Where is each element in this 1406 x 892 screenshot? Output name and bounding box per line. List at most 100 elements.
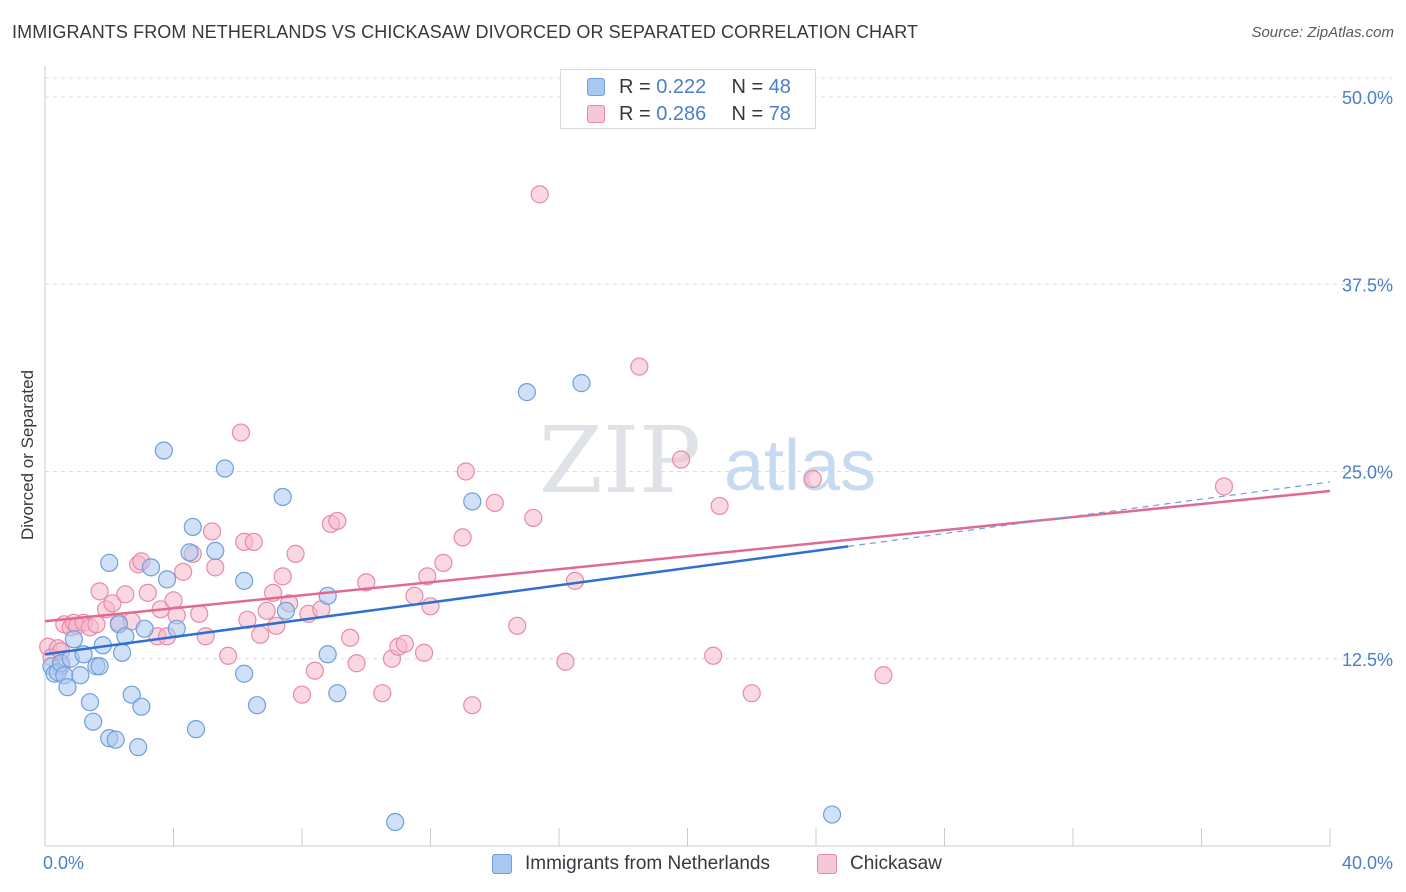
chickasaw-point <box>434 553 453 572</box>
netherlands-point <box>328 684 347 703</box>
netherlands-point <box>206 541 225 560</box>
chickasaw-point <box>524 508 543 528</box>
netherlands-trendline <box>44 545 849 656</box>
netherlands-point <box>318 645 337 664</box>
chickasaw-point <box>231 423 251 442</box>
netherlands-point <box>463 492 482 511</box>
netherlands-point <box>183 517 202 537</box>
chickasaw-point <box>395 634 414 653</box>
axes <box>44 66 1331 847</box>
netherlands-point <box>276 601 296 620</box>
chickasaw-point <box>414 643 434 662</box>
netherlands-trendline-extension <box>848 481 1331 547</box>
watermark-atlas: atlas <box>724 426 876 506</box>
netherlands-point <box>235 664 254 683</box>
chickasaw-point <box>1214 477 1234 496</box>
chickasaw-point <box>630 357 649 376</box>
netherlands-points <box>42 374 842 832</box>
chickasaw-point <box>530 185 549 204</box>
chickasaw-point <box>244 532 263 552</box>
legend-r-label: R = <box>619 103 657 125</box>
y-tick-label: 37.5% <box>1342 275 1393 295</box>
chickasaw-point <box>87 615 106 634</box>
trendlines <box>44 481 1331 656</box>
netherlands-point <box>64 630 84 649</box>
legend-n-label: N = <box>731 103 769 125</box>
netherlands-point <box>822 805 842 824</box>
bottom-legend-label: Chickasaw <box>850 853 942 874</box>
netherlands-point <box>318 586 337 605</box>
netherlands-point <box>180 543 199 562</box>
gridlines <box>45 77 1392 660</box>
netherlands-point <box>80 693 100 712</box>
chickasaw-point <box>251 625 270 644</box>
chickasaw-point <box>671 450 691 469</box>
chickasaw-point <box>273 567 292 586</box>
chickasaw-point <box>710 496 729 516</box>
chickasaw-point <box>874 666 893 685</box>
netherlands-point <box>116 627 135 646</box>
chickasaw-point <box>463 696 482 715</box>
netherlands-point <box>154 441 173 460</box>
netherlands-point <box>100 553 119 572</box>
chickasaw-point <box>704 646 723 665</box>
chickasaw-point <box>196 627 215 646</box>
y-tick-label: 50.0% <box>1342 88 1393 108</box>
netherlands-point <box>517 383 536 402</box>
netherlands-point <box>129 738 148 757</box>
netherlands-point <box>132 697 151 716</box>
chickasaw-point <box>341 628 360 647</box>
chickasaw-point <box>90 582 109 601</box>
legend-r-label: R = <box>619 76 657 98</box>
chickasaw-point <box>453 528 472 547</box>
chickasaw-point <box>421 597 440 616</box>
netherlands-point <box>71 666 90 685</box>
legend-swatch-blue <box>587 78 605 96</box>
chickasaw-point <box>565 571 585 590</box>
legend-swatch-pink <box>587 105 605 123</box>
chickasaw-point <box>328 511 347 531</box>
chickasaw-point <box>292 685 312 704</box>
chickasaw-point <box>174 562 193 581</box>
chickasaw-point <box>219 646 238 665</box>
chickasaw-point <box>485 493 504 513</box>
legend-n-value: 48 <box>768 76 791 98</box>
bottom-legend-label: Immigrants from Netherlands <box>525 853 770 874</box>
chickasaw-point <box>405 586 424 605</box>
netherlands-point <box>90 657 109 676</box>
chickasaw-point <box>347 654 366 673</box>
tick-labels: 12.5% 25.0% 37.5% 50.0% 0.0% 40.0% <box>43 88 1393 873</box>
chickasaw-point <box>373 684 392 703</box>
legend-n-value: 78 <box>768 103 791 125</box>
chickasaw-point <box>742 684 761 703</box>
chickasaw-point <box>508 616 527 635</box>
y-tick-label: 12.5% <box>1342 650 1393 670</box>
chickasaw-point <box>418 567 437 586</box>
chart-title: IMMIGRANTS FROM NETHERLANDS VS CHICKASAW… <box>12 22 919 42</box>
netherlands-point <box>572 374 591 393</box>
netherlands-point <box>141 558 161 577</box>
chickasaw-point <box>164 591 183 610</box>
netherlands-point <box>186 720 206 739</box>
netherlands-point <box>135 619 154 638</box>
netherlands-point <box>386 812 405 832</box>
netherlands-point <box>122 685 141 704</box>
chickasaw-point <box>456 462 475 481</box>
netherlands-point <box>273 487 292 507</box>
chickasaw-point <box>190 604 209 623</box>
legend-n-label: N = <box>731 76 769 98</box>
netherlands-point <box>84 712 103 731</box>
chickasaw-point <box>257 601 276 620</box>
chickasaw-point <box>803 469 822 489</box>
source-credit: Source: ZipAtlas.com <box>1251 24 1394 41</box>
legend-r-value: 0.286 <box>656 103 707 125</box>
netherlands-point <box>106 730 125 749</box>
y-tick-label: 25.0% <box>1342 463 1393 483</box>
netherlands-point <box>215 459 234 478</box>
chickasaw-point <box>305 661 324 680</box>
chickasaw-point <box>267 616 286 635</box>
x-tick-label: 0.0% <box>43 853 84 873</box>
legend-r-value: 0.222 <box>656 76 707 98</box>
netherlands-point <box>112 643 132 662</box>
